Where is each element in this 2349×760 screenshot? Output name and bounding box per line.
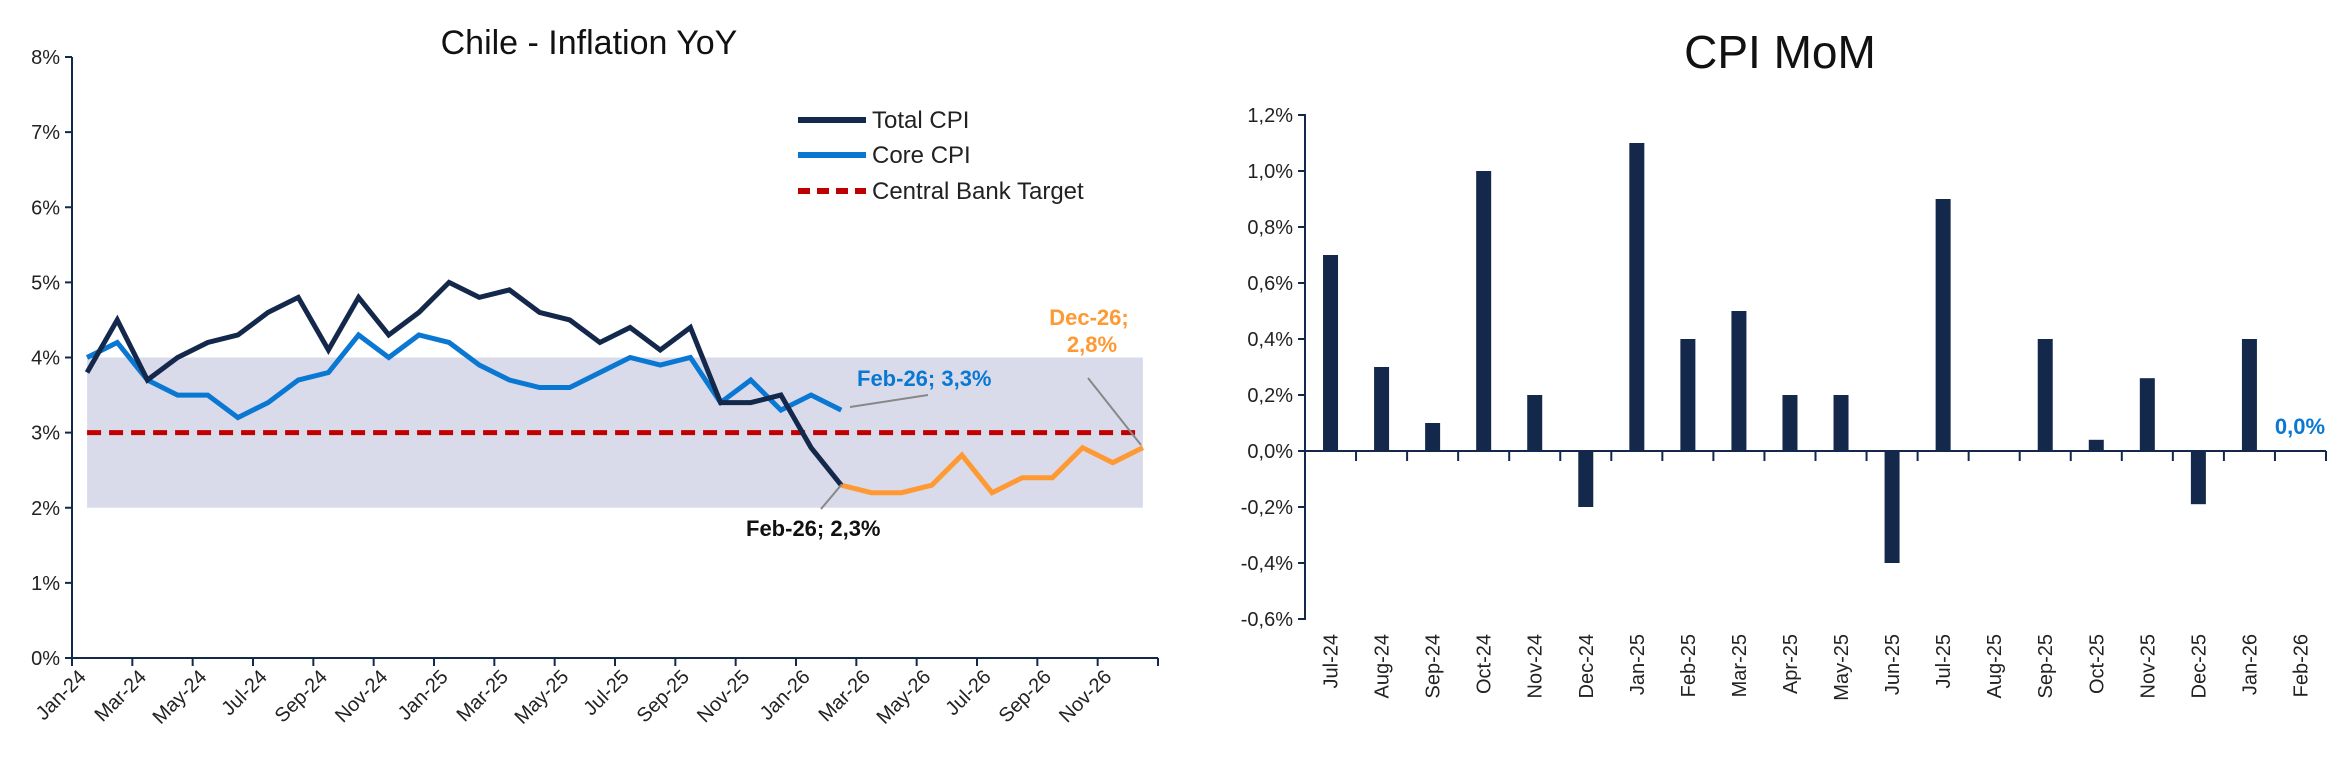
annotation-leader-core [849, 394, 929, 408]
x-tick-label: Jul-25 [580, 666, 634, 720]
bar [1680, 339, 1696, 451]
x-tick-label: Dec-24 [1576, 634, 1598, 698]
total-cpi-line [84, 279, 844, 487]
bar [1629, 143, 1645, 451]
x-tick-label: May-25 [1831, 634, 1853, 701]
x-tick-label: Jan-26 [2239, 634, 2261, 695]
annotation-forecast-dec26-line2: 2,8% [1067, 332, 1117, 357]
x-tick-label: Sep-25 [2035, 634, 2057, 699]
x-tick-label: Nov-25 [2137, 634, 2159, 698]
x-tick-label: Sep-25 [633, 666, 694, 727]
x-tick-label: Aug-24 [1372, 634, 1394, 699]
y-tick-label: 0,0% [1247, 441, 1293, 463]
legend: Total CPI Core CPI Central Bank Target [798, 107, 1084, 205]
bar [1782, 395, 1798, 451]
y-tick-label: 1% [31, 573, 60, 595]
x-tick-label: Nov-24 [1525, 634, 1547, 698]
annotation-leader-total [820, 483, 843, 510]
x-tick-label: Jul-26 [942, 666, 996, 720]
bar [1323, 255, 1339, 451]
bar [2088, 439, 2104, 451]
x-tick-label: Nov-24 [331, 666, 392, 727]
y-tick-label: 0,4% [1247, 329, 1293, 351]
x-tick-label: May-26 [873, 666, 936, 729]
legend-label-target: Central Bank Target [872, 178, 1084, 205]
y-tick-label: 6% [31, 197, 60, 219]
annotation-feb26-mom: 0,0% [2275, 414, 2325, 439]
x-tick-label: Oct-24 [1474, 634, 1496, 694]
x-tick-label: Jan-25 [1627, 634, 1649, 695]
x-tick-label: Feb-25 [1678, 634, 1700, 697]
y-tick-label: 3% [31, 423, 60, 445]
target-band [87, 357, 1143, 508]
y-tick-label: -0,4% [1241, 553, 1293, 575]
bar [1731, 311, 1747, 451]
y-tick-label: 5% [31, 272, 60, 294]
y-tick-label: 0% [31, 648, 60, 670]
x-tick-label: Mar-24 [91, 666, 151, 726]
x-tick-label: Jan-25 [394, 666, 453, 725]
bar [1833, 395, 1849, 451]
bar [1527, 395, 1543, 451]
bar [1884, 451, 1900, 563]
x-tick-label: Sep-24 [1423, 634, 1445, 699]
bar [1476, 171, 1492, 451]
annotation-leader-forecast [1087, 377, 1142, 446]
y-tick-label: 8% [31, 47, 60, 69]
x-tick-label: Apr-25 [1780, 634, 1802, 694]
x-tick-label: Jan-26 [756, 666, 815, 725]
bar [1425, 423, 1441, 451]
inflation-yoy-chart: Chile - Inflation YoY 0% 1% 2% 3% 4% 5% 6% 7% 8%… [31, 24, 1159, 729]
x-tick-label: May-25 [511, 666, 574, 729]
legend-label-core-cpi: Core CPI [872, 142, 971, 169]
x-tick-label: May-24 [149, 666, 212, 729]
x-tick-label: Oct-25 [2086, 634, 2108, 694]
x-tick-label: Jul-24 [218, 666, 272, 720]
y-tick-label: 2% [31, 498, 60, 520]
x-tick-label: Feb-26 [2290, 634, 2312, 697]
y-tick-label: 0,8% [1247, 217, 1293, 239]
annotation-total-feb26: Feb-26; 2,3% [746, 516, 881, 541]
bar [2241, 339, 2257, 451]
x-tick-label: Mar-25 [1729, 634, 1751, 697]
y-tick-label: 0,6% [1247, 273, 1293, 295]
x-tick-label: Sep-26 [995, 666, 1056, 727]
y-tick-label: -0,6% [1241, 609, 1293, 631]
bar [1935, 199, 1951, 451]
bar [2190, 451, 2206, 505]
x-tick-label: Jan-24 [32, 666, 91, 725]
x-tick-label: Sep-24 [271, 666, 332, 727]
chart-title: Chile - Inflation YoY [441, 24, 738, 62]
bar [2139, 378, 2155, 451]
y-tick-label: 0,2% [1247, 385, 1293, 407]
x-tick-label: Nov-25 [693, 666, 754, 727]
chart-title: CPI MoM [1684, 26, 1876, 78]
cpi-mom-chart: CPI MoM -0,6% -0,4% -0,2% 0,0% 0,2% 0,4% 0,6% 0… [1241, 26, 2327, 701]
x-tick-label: Aug-25 [1984, 634, 2006, 699]
x-tick-label: Mar-25 [453, 666, 513, 726]
x-tick-label: Jun-25 [1882, 634, 1904, 695]
y-tick-label: 1,2% [1247, 105, 1293, 127]
y-tick-label: 4% [31, 348, 60, 370]
annotation-forecast-dec26-line1: Dec-26; [1049, 305, 1128, 330]
annotation-core-feb26: Feb-26; 3,3% [857, 366, 992, 391]
legend-label-total-cpi: Total CPI [872, 107, 969, 134]
bar [1374, 367, 1390, 451]
x-tick-label: Dec-25 [2188, 634, 2210, 698]
x-tick-label: Jul-25 [1933, 634, 1955, 688]
y-tick-label: 1,0% [1247, 161, 1293, 183]
x-tick-label: Nov-26 [1055, 666, 1116, 727]
y-tick-label: -0,2% [1241, 497, 1293, 519]
bar [2037, 339, 2053, 451]
y-tick-label: 7% [31, 122, 60, 144]
x-tick-label: Mar-26 [815, 666, 875, 726]
x-tick-label: Jul-24 [1321, 634, 1343, 688]
bar [1578, 451, 1594, 507]
